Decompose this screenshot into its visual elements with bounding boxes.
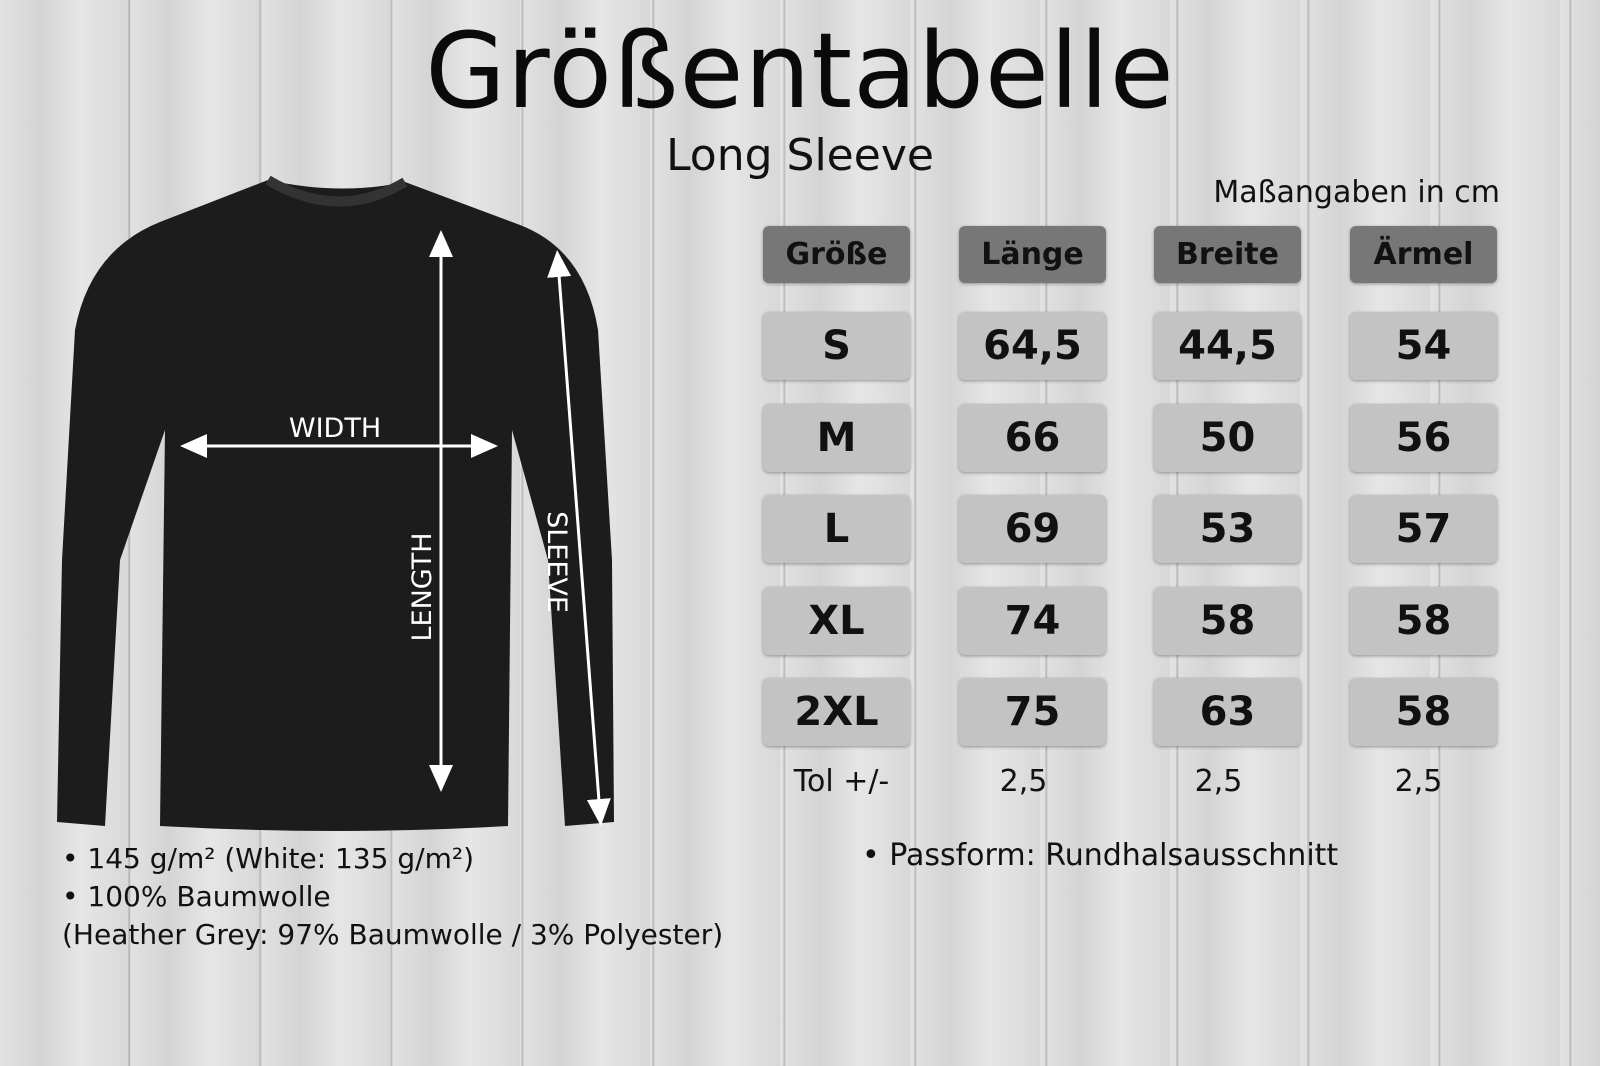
tolerance-width: 2,5 [1194, 764, 1243, 799]
fabric-notes: • 145 g/m² (White: 135 g/m²) • 100% Baum… [62, 840, 723, 954]
cell-size: XL [763, 586, 910, 655]
cell-size: 2XL [763, 678, 910, 746]
sleeve-label: SLEEVE [541, 511, 572, 613]
cell-length: 74 [959, 586, 1106, 655]
cell-sleeve: 57 [1350, 495, 1497, 563]
tolerance-length: 2,5 [999, 764, 1048, 799]
width-label: WIDTH [289, 413, 381, 444]
cell-size: L [763, 495, 910, 563]
cell-sleeve: 58 [1350, 586, 1497, 655]
cell-width: 44,5 [1154, 312, 1301, 380]
cell-length: 69 [959, 495, 1106, 563]
cell-size: M [763, 403, 910, 472]
cell-sleeve: 56 [1350, 403, 1497, 472]
tolerance-sleeve: 2,5 [1394, 764, 1443, 799]
cell-length: 66 [959, 403, 1106, 472]
cell-sleeve: 54 [1350, 312, 1497, 380]
unit-note: Maßangaben in cm [1213, 175, 1500, 210]
header-width: Breite [1154, 226, 1301, 283]
cell-length: 75 [959, 678, 1106, 746]
length-label: LENGTH [407, 532, 438, 641]
cell-width: 63 [1154, 678, 1301, 746]
cell-width: 58 [1154, 586, 1301, 655]
page-title: Größentabelle [425, 10, 1175, 132]
page-subtitle: Long Sleeve [666, 130, 934, 181]
note-material: • 100% Baumwolle [62, 880, 331, 913]
cell-width: 50 [1154, 403, 1301, 472]
cell-width: 53 [1154, 495, 1301, 563]
note-heather-grey: (Heather Grey: 97% Baumwolle / 3% Polyes… [62, 918, 724, 951]
note-weight: • 145 g/m² (White: 135 g/m²) [62, 842, 475, 875]
cell-length: 64,5 [959, 312, 1106, 380]
header-sleeve: Ärmel [1350, 226, 1497, 283]
header-size: Größe [763, 226, 910, 283]
shirt-shape [57, 180, 614, 831]
fit-note: • Passform: Rundhalsausschnitt [862, 838, 1339, 873]
cell-sleeve: 58 [1350, 678, 1497, 746]
shirt-illustration: WIDTH LENGTH SLEEVE [57, 175, 614, 831]
cell-size: S [763, 312, 910, 380]
tolerance-label: Tol +/- [793, 764, 890, 799]
header-length: Länge [959, 226, 1106, 283]
sleeve-arrow [547, 250, 611, 826]
